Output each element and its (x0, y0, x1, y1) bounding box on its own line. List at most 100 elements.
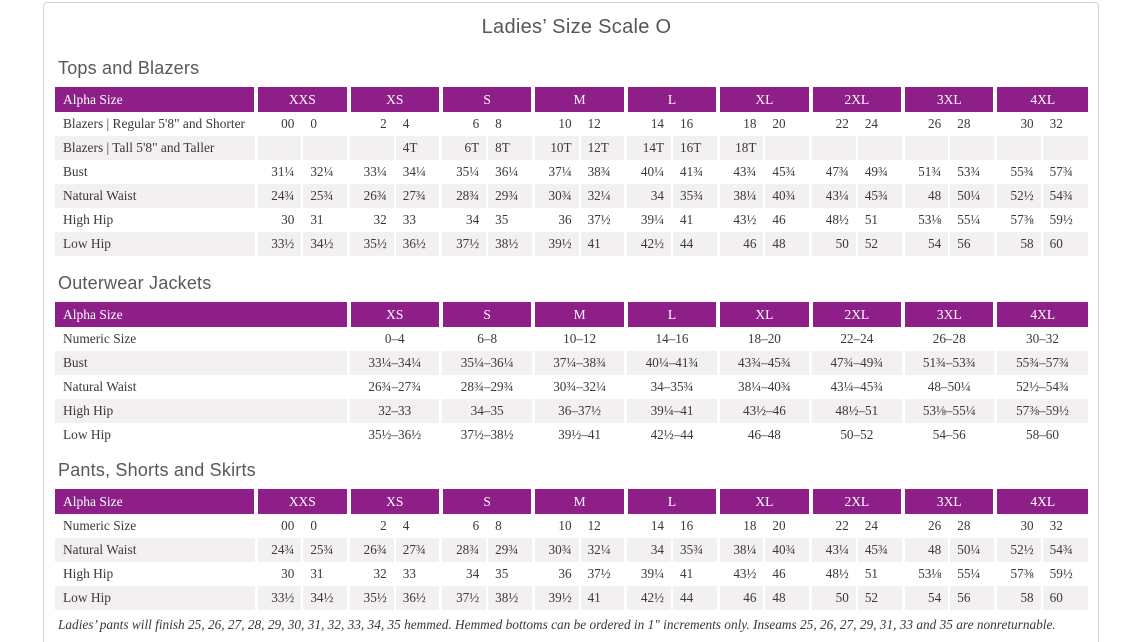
value-cell (347, 136, 395, 160)
row-label: High Hip (55, 562, 257, 586)
value-cell: 12 (578, 112, 626, 136)
value-cell: 52½ (993, 184, 1042, 208)
table-row: Natural Waist 24¾ 25¾ 26¾ 27¾ 28¾ 29¾ 30¾ 32¼ 34 3… (55, 184, 1088, 208)
row-label: Low Hip (55, 586, 257, 610)
value-cell: 55¾–57¾ (993, 351, 1088, 375)
value-cell: 48 (901, 184, 950, 208)
alpha-size-header-cell: Alpha Size (55, 489, 257, 514)
value-cell: 41 (578, 586, 626, 610)
value-cell: 20 (763, 514, 811, 538)
value-cell: 48 (763, 232, 811, 256)
value-cell: 30 (254, 562, 303, 586)
value-cell: 24¾ (254, 538, 303, 562)
value-cell: 2 (347, 112, 395, 136)
alpha-size-header-cell: Alpha Size (55, 302, 349, 327)
value-cell: 33¼ (347, 160, 395, 184)
section-title-pants-shorts-skirts: Pants, Shorts and Skirts (58, 460, 256, 480)
value-cell: 30¾ (531, 184, 580, 208)
size-header-2xl: 2XL (808, 489, 904, 514)
size-header-4xl: 4XL (993, 489, 1088, 514)
value-cell: 54¾ (1040, 184, 1088, 208)
value-cell: 33½ (254, 586, 303, 610)
value-cell: 35¼ (439, 160, 488, 184)
table-row: Natural Waist 26¾–27¾ 28¾–29¾ 30¾–32¼ 34–35¾… (55, 375, 1088, 399)
value-cell: 40¾ (763, 538, 811, 562)
value-cell: 10 (531, 112, 580, 136)
value-cell: 22–24 (809, 327, 904, 351)
value-cell: 47¾–49¾ (809, 351, 904, 375)
value-cell: 18 (716, 112, 765, 136)
value-cell: 35¾ (670, 538, 719, 562)
outerwear-jackets-table: Alpha Size XS S M L XL 2XL 3XL 4XL Numeric Size 0–… (55, 302, 1088, 447)
value-cell: 44 (670, 586, 719, 610)
value-cell: 12 (578, 514, 626, 538)
size-chart-page: Ladies’ Size Scale O Tops and Blazers Al… (43, 2, 1099, 642)
value-cell: 36–37½ (531, 399, 626, 423)
value-cell: 34½ (301, 586, 349, 610)
row-label: Numeric Size (55, 514, 257, 538)
value-cell: 30 (254, 208, 303, 232)
value-cell: 33½ (254, 232, 303, 256)
size-header-l: L (623, 87, 719, 112)
value-cell: 30¾ (531, 538, 580, 562)
value-cell: 52 (855, 586, 904, 610)
size-header-3xl: 3XL (901, 87, 996, 112)
size-header-m: M (531, 302, 626, 327)
value-cell: 35 (486, 208, 534, 232)
size-header-xxs: XXS (254, 87, 349, 112)
alpha-size-header-cell: Alpha Size (55, 87, 257, 112)
value-cell: 31 (301, 562, 349, 586)
value-cell: 56 (948, 586, 996, 610)
value-cell: 26 (901, 112, 950, 136)
value-cell: 38½ (486, 586, 534, 610)
table-row: Numeric Size 00 0 2 4 6 8 10 12 14 16 18 20 22 24 26 28 3… (55, 514, 1088, 538)
value-cell: 55¼ (948, 208, 996, 232)
value-cell: 58 (993, 586, 1042, 610)
value-cell: 43½–46 (716, 399, 811, 423)
pants-shorts-and-skirts-table: Alpha Size XXS XS S M L XL 2XL 3XL 4XL Numeric Siz… (55, 489, 1088, 610)
table-row: High Hip 30 31 32 33 34 35 36 37½ 39¼ 41 43½ 46 48½ 51… (55, 562, 1088, 586)
value-cell: 32 (347, 208, 395, 232)
size-header-4xl: 4XL (993, 87, 1088, 112)
value-cell: 6T (439, 136, 488, 160)
value-cell: 35 (486, 562, 534, 586)
value-cell: 30–32 (993, 327, 1088, 351)
value-cell: 43¾ (716, 160, 765, 184)
table-row: High Hip 30 31 32 33 34 35 36 37½ 39¼ 41 43½ 46 48½ 51… (55, 208, 1088, 232)
value-cell: 27¾ (393, 538, 441, 562)
value-cell: 34¼ (393, 160, 441, 184)
value-cell: 50¼ (948, 184, 996, 208)
size-header-l: L (623, 489, 719, 514)
row-label: Blazers | Regular 5'8" and Shorter (55, 112, 257, 136)
alpha-size-header-row: Alpha Size XXS XS S M L XL 2XL 3XL 4XL (55, 489, 1088, 514)
value-cell: 24 (855, 112, 904, 136)
value-cell: 32¼ (578, 538, 626, 562)
value-cell: 14 (624, 112, 672, 136)
row-label: Low Hip (55, 423, 349, 447)
value-cell: 34½ (301, 232, 349, 256)
value-cell: 43¼ (809, 184, 857, 208)
row-label: Bust (55, 351, 349, 375)
row-label: Bust (55, 160, 257, 184)
value-cell: 37¼–38¾ (531, 351, 626, 375)
size-header-xxs: XXS (254, 489, 349, 514)
value-cell: 43¼–45¾ (809, 375, 904, 399)
value-cell: 34 (624, 538, 672, 562)
row-label: Low Hip (55, 232, 257, 256)
size-header-xs: XS (346, 87, 441, 112)
value-cell: 40¼ (624, 160, 672, 184)
value-cell: 38¼ (716, 184, 765, 208)
value-cell: 25¾ (301, 184, 349, 208)
value-cell: 33 (393, 208, 441, 232)
value-cell: 36½ (393, 232, 441, 256)
value-cell: 39½ (531, 586, 580, 610)
value-cell (254, 136, 303, 160)
value-cell: 20 (763, 112, 811, 136)
page-title: Ladies’ Size Scale O (481, 16, 672, 38)
value-cell: 38½ (486, 232, 534, 256)
value-cell: 10–12 (531, 327, 626, 351)
value-cell: 4 (393, 112, 441, 136)
row-label: High Hip (55, 208, 257, 232)
value-cell: 36 (531, 208, 580, 232)
value-cell: 57⅜ (993, 562, 1042, 586)
